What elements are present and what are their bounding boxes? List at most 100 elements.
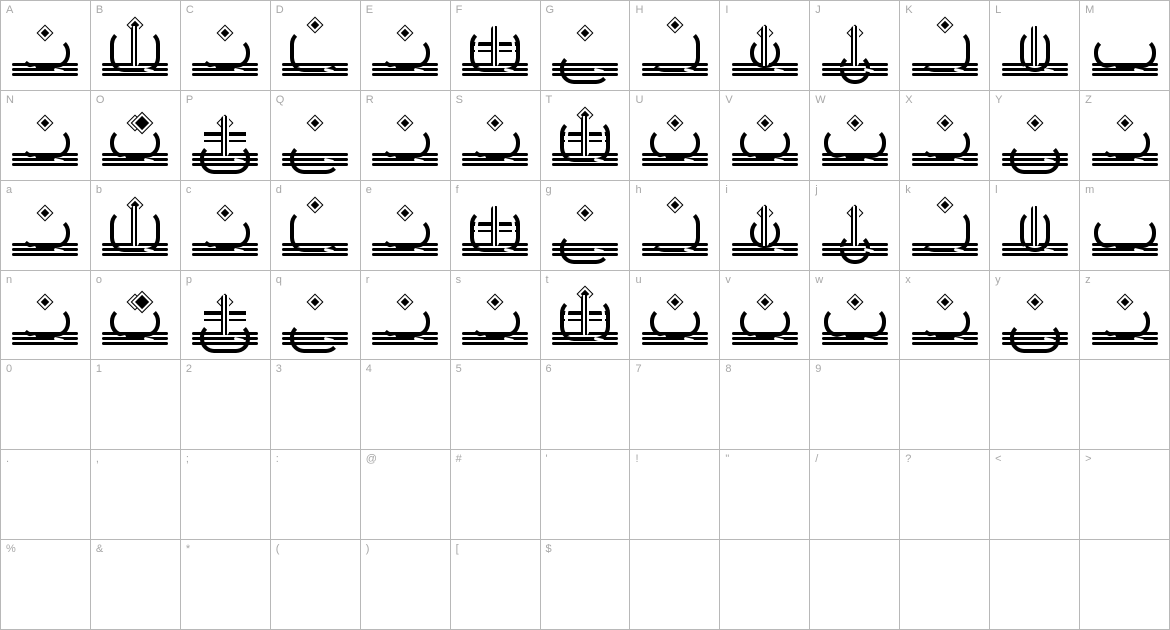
charmap-cell[interactable]: x <box>900 271 990 361</box>
charmap-cell[interactable]: U <box>630 91 720 181</box>
charmap-cell[interactable]: # <box>451 450 541 540</box>
charmap-cell[interactable]: u <box>630 271 720 361</box>
charmap-cell[interactable] <box>630 540 720 630</box>
cell-label: Y <box>995 94 1003 106</box>
charmap-cell[interactable]: h <box>630 181 720 271</box>
charmap-cell[interactable]: m <box>1080 181 1170 271</box>
charmap-cell[interactable]: l <box>990 181 1080 271</box>
charmap-cell[interactable]: R <box>361 91 451 181</box>
charmap-cell[interactable]: Y <box>990 91 1080 181</box>
charmap-cell[interactable]: g <box>541 181 631 271</box>
charmap-cell[interactable]: K <box>900 1 990 91</box>
glyph-preview <box>1 24 90 82</box>
charmap-cell[interactable]: / <box>810 450 900 540</box>
charmap-cell[interactable]: , <box>91 450 181 540</box>
charmap-cell[interactable]: 6 <box>541 360 631 450</box>
charmap-cell[interactable]: J <box>810 1 900 91</box>
charmap-cell[interactable]: n <box>1 271 91 361</box>
charmap-cell[interactable]: s <box>451 271 541 361</box>
charmap-cell[interactable]: % <box>1 540 91 630</box>
charmap-cell[interactable]: & <box>91 540 181 630</box>
charmap-cell[interactable]: 0 <box>1 360 91 450</box>
charmap-cell[interactable]: M <box>1080 1 1170 91</box>
charmap-cell[interactable]: S <box>451 91 541 181</box>
glyph-preview <box>271 204 360 262</box>
charmap-cell[interactable]: b <box>91 181 181 271</box>
charmap-cell[interactable]: a <box>1 181 91 271</box>
charmap-cell[interactable]: ' <box>541 450 631 540</box>
charmap-cell[interactable]: " <box>720 450 810 540</box>
charmap-cell[interactable]: N <box>1 91 91 181</box>
charmap-cell[interactable]: r <box>361 271 451 361</box>
charmap-cell[interactable] <box>900 360 990 450</box>
cell-label: f <box>456 184 459 196</box>
charmap-cell[interactable]: v <box>720 271 810 361</box>
charmap-cell[interactable]: ; <box>181 450 271 540</box>
charmap-cell[interactable] <box>810 540 900 630</box>
charmap-cell[interactable]: ? <box>900 450 990 540</box>
charmap-cell[interactable]: X <box>900 91 990 181</box>
charmap-cell[interactable]: ( <box>271 540 361 630</box>
charmap-cell[interactable]: f <box>451 181 541 271</box>
charmap-cell[interactable]: A <box>1 1 91 91</box>
charmap-cell[interactable] <box>990 540 1080 630</box>
charmap-cell[interactable]: H <box>630 1 720 91</box>
charmap-cell[interactable]: @ <box>361 450 451 540</box>
charmap-cell[interactable]: * <box>181 540 271 630</box>
charmap-cell[interactable]: o <box>91 271 181 361</box>
charmap-cell[interactable]: C <box>181 1 271 91</box>
charmap-cell[interactable] <box>720 540 810 630</box>
cell-label: 8 <box>725 363 731 375</box>
charmap-cell[interactable]: d <box>271 181 361 271</box>
charmap-cell[interactable]: i <box>720 181 810 271</box>
charmap-cell[interactable]: c <box>181 181 271 271</box>
charmap-cell[interactable]: Z <box>1080 91 1170 181</box>
charmap-cell[interactable]: . <box>1 450 91 540</box>
charmap-cell[interactable]: P <box>181 91 271 181</box>
charmap-cell[interactable]: W <box>810 91 900 181</box>
charmap-cell[interactable]: ) <box>361 540 451 630</box>
cell-label: M <box>1085 4 1094 16</box>
charmap-cell[interactable]: z <box>1080 271 1170 361</box>
charmap-cell[interactable]: 1 <box>91 360 181 450</box>
charmap-cell[interactable] <box>1080 540 1170 630</box>
charmap-cell[interactable]: j <box>810 181 900 271</box>
charmap-cell[interactable]: 3 <box>271 360 361 450</box>
charmap-cell[interactable]: $ <box>541 540 631 630</box>
charmap-cell[interactable]: 9 <box>810 360 900 450</box>
charmap-cell[interactable]: O <box>91 91 181 181</box>
charmap-cell[interactable]: k <box>900 181 990 271</box>
charmap-cell[interactable]: I <box>720 1 810 91</box>
charmap-cell[interactable]: t <box>541 271 631 361</box>
charmap-cell[interactable]: D <box>271 1 361 91</box>
charmap-cell[interactable]: > <box>1080 450 1170 540</box>
charmap-cell[interactable]: 5 <box>451 360 541 450</box>
charmap-cell[interactable]: : <box>271 450 361 540</box>
charmap-cell[interactable]: y <box>990 271 1080 361</box>
charmap-cell[interactable]: G <box>541 1 631 91</box>
charmap-cell[interactable]: 7 <box>630 360 720 450</box>
charmap-cell[interactable] <box>1080 360 1170 450</box>
charmap-cell[interactable]: e <box>361 181 451 271</box>
glyph-preview <box>451 293 540 351</box>
cell-label: 1 <box>96 363 102 375</box>
charmap-cell[interactable] <box>990 360 1080 450</box>
charmap-cell[interactable]: F <box>451 1 541 91</box>
charmap-cell[interactable]: Q <box>271 91 361 181</box>
charmap-cell[interactable]: < <box>990 450 1080 540</box>
charmap-cell[interactable]: q <box>271 271 361 361</box>
cell-label: % <box>6 543 16 555</box>
charmap-cell[interactable]: B <box>91 1 181 91</box>
charmap-cell[interactable] <box>900 540 990 630</box>
charmap-cell[interactable]: L <box>990 1 1080 91</box>
charmap-cell[interactable]: p <box>181 271 271 361</box>
charmap-cell[interactable]: 8 <box>720 360 810 450</box>
charmap-cell[interactable]: 2 <box>181 360 271 450</box>
charmap-cell[interactable]: E <box>361 1 451 91</box>
charmap-cell[interactable]: [ <box>451 540 541 630</box>
charmap-cell[interactable]: T <box>541 91 631 181</box>
charmap-cell[interactable]: V <box>720 91 810 181</box>
charmap-cell[interactable]: w <box>810 271 900 361</box>
charmap-cell[interactable]: 4 <box>361 360 451 450</box>
charmap-cell[interactable]: ! <box>630 450 720 540</box>
